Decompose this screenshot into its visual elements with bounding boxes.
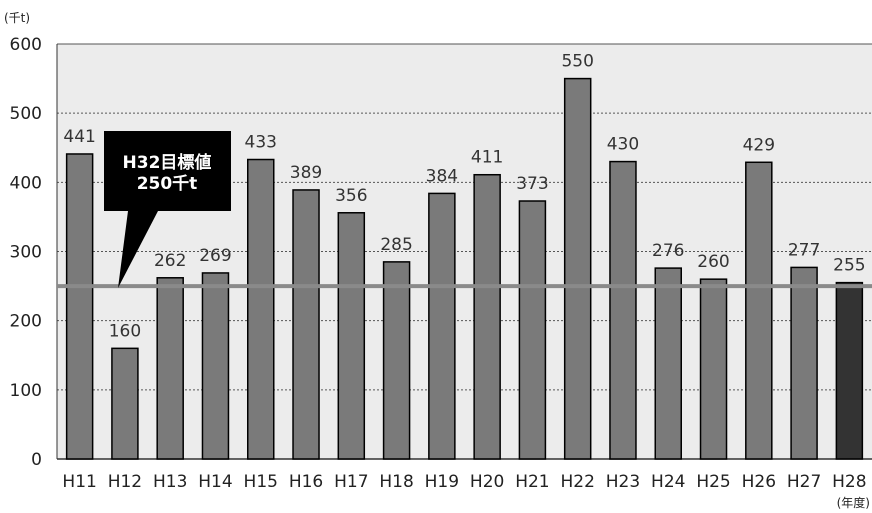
x-tick-label: H25 [696,472,730,492]
y-axis-unit: (千t) [4,11,30,25]
bar-H23 [609,160,637,460]
y-tick-label: 300 [10,243,42,263]
y-tick-label: 200 [10,312,42,332]
target-callout: H32目標値 250千t [104,131,231,288]
value-label: 550 [561,52,593,72]
y-tick-label: 100 [10,381,42,401]
bar-H27 [790,266,818,460]
x-tick-label: H20 [470,472,504,492]
value-label: 269 [199,246,231,266]
value-label: 255 [833,256,865,276]
bar-H19 [428,192,456,460]
value-label: 277 [788,240,820,260]
value-label: 429 [743,135,775,155]
gridlines [56,43,872,460]
plot-area [57,44,872,459]
x-tick-label: H18 [379,472,413,492]
bar-H28 [835,281,864,460]
value-label: 411 [471,148,503,168]
x-tick-label: H21 [515,472,549,492]
value-label: 160 [109,321,141,341]
value-labels: 441 160 262 269 433 389 356 285 384 411 373 550 430 2… [63,52,865,342]
bar-H26 [745,161,773,460]
bar-H16 [292,189,320,460]
y-tick-label: 0 [31,450,42,470]
x-axis-ticks: H11 H12 H13 H14 H15 H16 H17 H18 H19 H20 H21 H22 H23 H… [62,472,866,492]
x-tick-label: H11 [62,472,96,492]
x-tick-label: H17 [334,472,368,492]
value-label: 430 [607,135,639,155]
callout-label-line1: H32目標値 [123,152,212,173]
callout-label-line2: 250千t [137,174,198,194]
y-tick-label: 500 [10,104,42,124]
callout-shape [104,131,231,288]
x-tick-label: H27 [787,472,821,492]
x-tick-label: H24 [651,472,685,492]
x-tick-label: H15 [244,472,278,492]
y-tick-label: 400 [10,173,42,193]
value-label: 285 [380,235,412,255]
bar-H24 [654,267,682,460]
bar-H11 [65,153,94,460]
y-axis-ticks: 0 100 200 300 400 500 600 [10,35,42,470]
value-label: 262 [154,251,186,271]
bars [65,77,864,460]
x-tick-label: H19 [425,472,459,492]
bar-H25 [699,278,728,460]
bar-H17 [337,212,366,460]
x-tick-label: H13 [153,472,187,492]
bar-H21 [518,200,547,460]
bar-H14 [201,272,230,460]
y-tick-label: 600 [10,35,42,55]
x-tick-label: H23 [606,472,640,492]
value-label: 389 [290,163,322,183]
x-tick-label: H26 [742,472,776,492]
value-label: 356 [335,186,367,206]
bar-H15 [247,158,275,460]
x-tick-label: H22 [560,472,594,492]
value-label: 276 [652,241,684,261]
value-label: 441 [63,127,95,147]
bar-H12 [111,347,139,460]
value-label: 433 [245,133,277,153]
x-tick-label: H16 [289,472,323,492]
bar-H22 [563,77,592,460]
x-tick-label: H12 [108,472,142,492]
x-tick-label: H28 [832,472,866,492]
value-label: 260 [697,252,729,272]
value-label: 384 [426,166,458,186]
x-axis-unit: (年度) [837,495,870,510]
bar-H18 [382,261,411,460]
bar-H20 [473,173,501,460]
x-tick-label: H14 [198,472,232,492]
bar-H13 [156,277,184,460]
value-label: 373 [516,174,548,194]
